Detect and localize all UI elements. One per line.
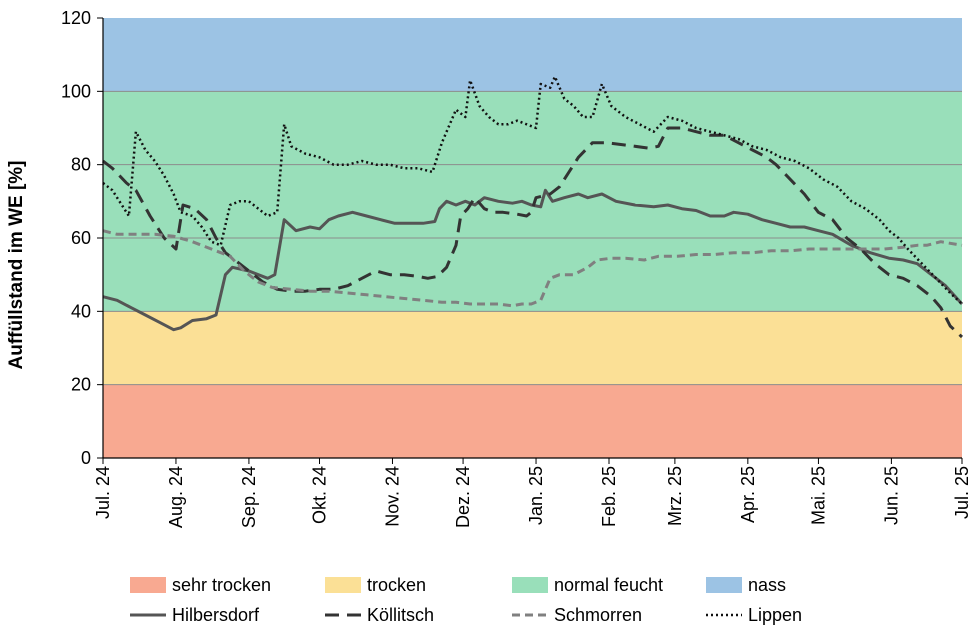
legend-swatch-normal-feucht	[512, 577, 548, 593]
x-tick-label-apr-25: Apr. 25	[738, 466, 758, 523]
x-tick-label-jul-24: Jul. 24	[93, 466, 113, 519]
y-tick-label-80: 80	[71, 155, 91, 175]
x-tick-label-okt-24: Okt. 24	[310, 466, 330, 524]
band-nass	[103, 18, 962, 92]
legend: sehr trocken trocken normal feucht nass Hilb…	[130, 575, 802, 625]
band-sehr-trocken	[103, 384, 962, 458]
legend-label-lippen: Lippen	[748, 605, 802, 625]
y-tick-label-100: 100	[61, 81, 91, 101]
legend-label-trocken: trocken	[367, 575, 426, 595]
legend-swatch-sehr-trocken	[130, 577, 166, 593]
x-tick-label-aug-24: Aug. 24	[166, 466, 186, 528]
legend-label-hilbersdorf: Hilbersdorf	[172, 605, 260, 625]
y-tick-label-20: 20	[71, 375, 91, 395]
legend-swatch-nass	[706, 577, 742, 593]
y-tick-label-40: 40	[71, 301, 91, 321]
y-tick-label-0: 0	[81, 448, 91, 468]
x-tick-label-jan-25: Jan. 25	[526, 466, 546, 525]
x-tick-label-feb-25: Feb. 25	[599, 466, 619, 527]
series-line-schmorren	[102, 229, 963, 308]
x-tick-label-jul-25: Jul. 25	[952, 466, 972, 519]
y-tick-label-60: 60	[71, 228, 91, 248]
x-tick-label-sep-24: Sep. 24	[239, 466, 259, 528]
legend-label-nass: nass	[748, 575, 786, 595]
legend-label-normal-feucht: normal feucht	[554, 575, 663, 595]
legend-label-schmorren: Schmorren	[554, 605, 642, 625]
gridlines	[103, 90, 962, 386]
x-tick-label-mrz-25: Mrz. 25	[665, 466, 685, 526]
y-axis-title: Auffüllstand im WE [%]	[6, 161, 27, 370]
x-tick-label-jun-25: Jun. 25	[881, 466, 901, 525]
legend-label-sehr-trocken: sehr trocken	[172, 575, 271, 595]
x-tick-label-nov-24: Nov. 24	[382, 466, 402, 527]
series-line-kollitsch	[102, 126, 964, 339]
band-trocken	[103, 311, 962, 385]
legend-swatch-trocken	[325, 577, 361, 593]
category-bands	[103, 18, 962, 458]
series-line-lippen	[102, 75, 963, 305]
legend-label-kollitsch: Köllitsch	[367, 605, 434, 625]
series-lines	[102, 75, 964, 339]
band-normal-feucht	[103, 91, 962, 312]
y-tick-label-120: 120	[61, 8, 91, 28]
x-tick-label-dez-24: Dez. 24	[453, 466, 473, 528]
x-tick-label-mai-25: Mai. 25	[808, 466, 828, 525]
axes: 0 20 40 60 80 100 120 Jul. 24 Aug. 24 Sep. 24 Okt.…	[61, 8, 972, 528]
